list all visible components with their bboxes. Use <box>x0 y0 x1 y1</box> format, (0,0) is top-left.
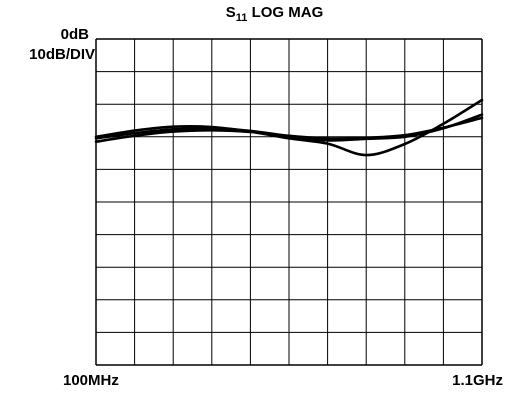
trace-line-3 <box>94 116 484 143</box>
x-end-label: 1.1GHz <box>452 372 503 389</box>
trace-line-1 <box>94 98 484 157</box>
x-start-label: 100MHz <box>63 372 119 389</box>
scale-label: 10dB/DIV <box>29 46 95 63</box>
reference-level-label: 0dB <box>60 26 89 43</box>
chart-title: S11 LOG MAG <box>225 4 324 24</box>
